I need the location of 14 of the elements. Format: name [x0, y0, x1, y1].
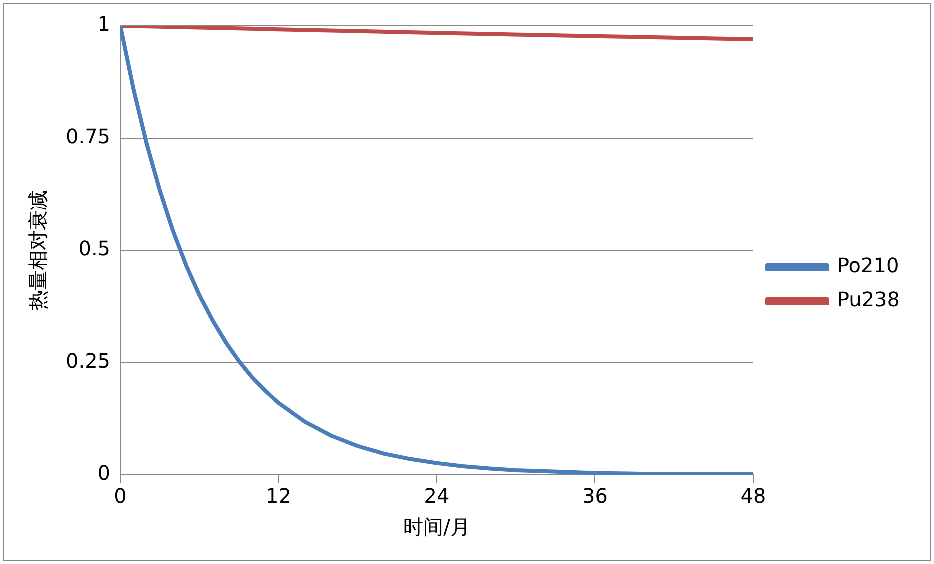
- x-tick-label: 24: [424, 484, 450, 508]
- legend-label: Pu238: [837, 288, 900, 312]
- y-tick-label: 0.25: [66, 348, 111, 373]
- y-axis-title: 热量相对衰减: [26, 190, 50, 310]
- x-tick-label: 12: [266, 484, 292, 508]
- y-tick-label: 0.5: [78, 236, 111, 261]
- y-tick-label: 1: [98, 12, 111, 36]
- x-tick-label: 0: [114, 484, 127, 508]
- x-axis-title: 时间/月: [404, 515, 470, 540]
- x-tick-label: 36: [582, 484, 608, 508]
- y-tick-label: 0.75: [66, 124, 111, 148]
- x-tick-label: 48: [740, 484, 766, 508]
- legend-label: Po210: [837, 254, 900, 278]
- y-tick-label: 0: [98, 461, 111, 486]
